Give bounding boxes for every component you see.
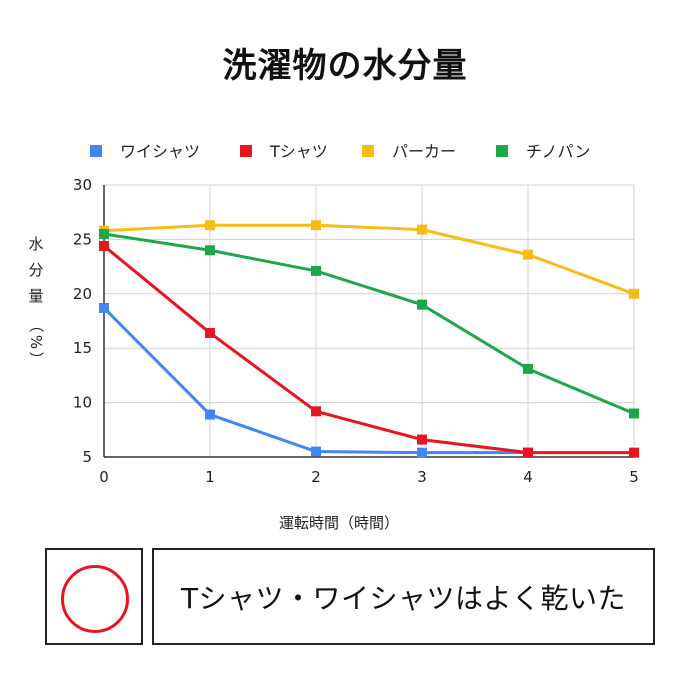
legend-label: パーカー [392, 142, 456, 161]
y-tick-label: 25 [73, 230, 92, 248]
legend-label: Tシャツ [269, 142, 328, 161]
data-point [629, 408, 639, 419]
verdict-message: Tシャツ・ワイシャツはよく乾いた [180, 581, 627, 615]
legend-swatch [240, 145, 252, 157]
data-point [629, 447, 639, 458]
data-point [99, 228, 109, 239]
y-tick-label: 30 [73, 176, 92, 194]
series-line [103, 232, 635, 415]
data-point [523, 363, 533, 374]
legend-label: チノパン [526, 142, 590, 161]
data-point [99, 302, 109, 313]
data-point [205, 327, 215, 338]
data-point [205, 220, 215, 231]
data-point [311, 406, 321, 417]
legend-swatch [90, 145, 102, 157]
data-point [523, 447, 533, 458]
data-point [417, 447, 427, 458]
y-axis-unit-char: （ [27, 317, 45, 332]
series-line [103, 223, 635, 296]
data-point [311, 446, 321, 457]
y-tick-label: 5 [82, 448, 92, 466]
verdict-symbol-box [45, 548, 143, 645]
legend-label: ワイシャツ [120, 142, 200, 161]
chart-title: 洗濯物の水分量 [222, 46, 468, 86]
y-tick-label: 15 [73, 339, 92, 357]
y-axis-title-char: 分 [28, 261, 43, 279]
x-tick-label: 5 [629, 468, 639, 486]
series-line [103, 244, 634, 455]
x-tick-label: 1 [205, 468, 215, 486]
data-point [99, 240, 109, 251]
data-point [417, 224, 427, 235]
legend-swatch [362, 145, 374, 157]
verdict-message-box: Tシャツ・ワイシャツはよく乾いた [152, 548, 655, 645]
data-point [311, 220, 321, 231]
x-tick-label: 4 [523, 468, 533, 486]
x-tick-label: 2 [311, 468, 321, 486]
data-point [417, 434, 427, 445]
y-axis-title-char: 水 [28, 235, 43, 253]
data-point [205, 245, 215, 256]
x-tick-label: 3 [417, 468, 427, 486]
series-layer [99, 220, 639, 458]
x-axis-title: 運転時間（時間） [279, 514, 399, 532]
y-tick-label: 20 [73, 285, 92, 303]
data-point [523, 249, 533, 260]
y-axis-title-char: 量 [28, 287, 43, 305]
data-point [311, 265, 321, 276]
data-point [205, 409, 215, 420]
y-axis-unit-char: % [27, 335, 45, 349]
circle-mark-icon [61, 565, 129, 633]
legend: ワイシャツ Tシャツ パーカー チノパン [90, 142, 590, 161]
axis-labels: 5 10 15 20 25 30 0 1 2 3 4 5 運転時間（時間） 水分量 （% ） [27, 176, 639, 532]
x-tick-label: 0 [99, 468, 109, 486]
chart: ワイシャツ Tシャツ パーカー チノパン 5 10 15 20 25 30 0 1 2 3 4 5 運転時間（… [27, 142, 639, 532]
y-tick-label: 10 [73, 394, 92, 412]
data-point [417, 299, 427, 310]
y-axis-unit-char: ） [27, 351, 45, 366]
data-point [629, 288, 639, 299]
legend-swatch [496, 145, 508, 157]
